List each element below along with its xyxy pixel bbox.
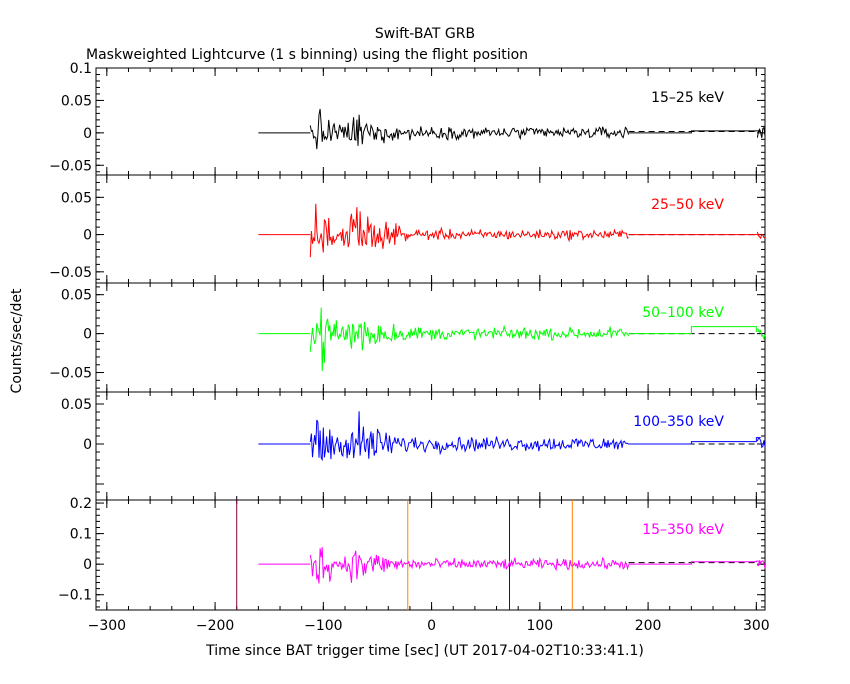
rate-series [309,411,629,462]
x-tick-label: −100 [304,618,342,634]
y-tick-label: 0.2 [70,496,92,512]
end-rate-series [756,126,766,138]
x-axis-label: Time since BAT trigger time [sec] (UT 20… [205,643,644,659]
y-tick-label: 0.05 [61,397,92,413]
rate-series [309,108,630,150]
late-rate-line [628,560,761,565]
panel-3: −0.05 0 0.05 50–100 keV [49,282,766,393]
panel-label: 25–50 keV [651,197,724,213]
chart-title: Swift-BAT GRB [375,26,475,42]
panel-frame [95,391,766,501]
y-tick-label: −0.05 [49,158,92,174]
end-rate-series [756,231,765,240]
y-tick-label: −0.05 [49,366,92,382]
panel-frame [95,499,766,611]
y-tick-label: −0.05 [49,265,92,281]
x-tick-label: −200 [196,618,234,634]
rate-series [309,203,629,258]
panel-frame [95,282,766,393]
panel-4: 0 0.05 100–350 keV [61,391,766,501]
x-tick-label: 0 [427,618,436,634]
end-rate-series [757,559,766,569]
end-rate-series [757,328,766,341]
late-rate-line [628,130,761,134]
y-tick-label: 0 [83,557,92,573]
y-tick-label: 0.05 [61,288,92,304]
y-tick-label: 0.1 [70,61,92,77]
panel-2: −0.05 0 0.05 25–50 keV [49,174,766,284]
panel-frame [95,174,766,284]
panel-frame [95,67,766,176]
panel-label: 100–350 keV [633,414,724,430]
end-rate-series [756,437,766,449]
y-tick-label: 0 [83,126,92,142]
panel-label: 50–100 keV [642,305,724,321]
chart-subtitle: Maskweighted Lightcurve (1 s binning) us… [86,47,528,63]
y-tick-label: 0 [83,327,92,343]
y-tick-label: 0.05 [61,190,92,206]
y-tick-label: 0.1 [70,527,92,543]
y-tick-label: −0.1 [58,588,92,604]
x-tick-label: 300 [743,618,770,634]
rate-series [309,307,630,372]
rate-series [309,547,630,584]
late-rate-line [628,326,761,335]
panel-label: 15–350 keV [642,522,724,538]
y-tick-label: 0 [83,228,92,244]
x-tick-label: 200 [635,618,662,634]
panel-label: 15–25 keV [651,90,724,106]
x-tick-label: −300 [88,618,126,634]
panel-5: −0.1 0 0.1 0.2 15–350 keV [58,496,766,611]
panel-1: −0.05 0 0.05 0.1 15–25 keV [49,61,766,176]
y-tick-label: 0.05 [61,93,92,109]
x-tick-label: 100 [526,618,553,634]
y-tick-label: 0 [83,437,92,453]
panels-group: −0.05 0 0.05 0.1 15–25 keV −0.05 0 0.05 25–50 ke… [49,61,770,634]
y-axis-label: Counts/sec/det [9,288,25,393]
late-rate-line [628,437,761,445]
